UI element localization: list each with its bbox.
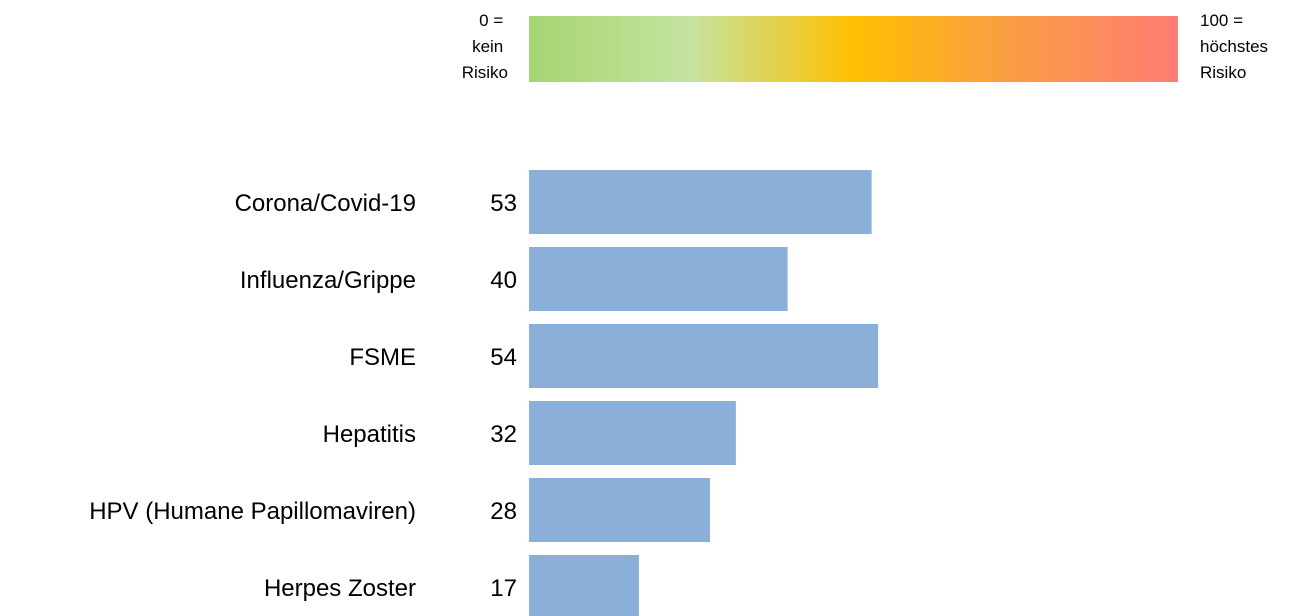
value-label-0: 53 <box>490 190 517 217</box>
value-label-4: 28 <box>490 498 517 525</box>
category-label-4: HPV (Humane Papillomaviren) <box>89 498 416 525</box>
category-label-2: FSME <box>349 344 416 371</box>
scale-min-line-1: 0 = <box>479 11 503 30</box>
bar-1 <box>529 247 788 311</box>
category-label-3: Hepatitis <box>323 421 416 448</box>
scale-min-line-3: Risiko <box>462 63 508 82</box>
value-label-2: 54 <box>490 344 517 371</box>
bar-2 <box>529 324 879 388</box>
category-label-5: Herpes Zoster <box>264 575 416 602</box>
value-labels: 53 40 54 32 28 17 <box>490 190 517 602</box>
bars <box>529 170 879 616</box>
scale-max-line-2: höchstes <box>1200 37 1268 56</box>
scale-min-label: 0 = kein Risiko <box>462 11 508 82</box>
risk-scale-legend: 0 = kein Risiko 100 = höchstes Risiko <box>462 11 1273 82</box>
value-label-3: 32 <box>490 421 517 448</box>
risk-scale-gradient-bar <box>529 16 1178 82</box>
category-labels: Corona/Covid-19 Influenza/Grippe FSME Hepat… <box>89 190 416 602</box>
value-label-5: 17 <box>490 575 517 602</box>
value-label-1: 40 <box>490 267 517 294</box>
bar-5 <box>529 555 639 616</box>
bar-0 <box>529 170 872 234</box>
scale-min-line-2: kein <box>472 37 503 56</box>
category-label-0: Corona/Covid-19 <box>235 190 416 217</box>
scale-max-line-3: Risiko <box>1200 63 1246 82</box>
scale-max-label: 100 = höchstes Risiko <box>1200 11 1273 82</box>
scale-max-line-1: 100 = <box>1200 11 1243 30</box>
category-label-1: Influenza/Grippe <box>240 267 416 294</box>
bar-4 <box>529 478 711 542</box>
bar-3 <box>529 401 736 465</box>
